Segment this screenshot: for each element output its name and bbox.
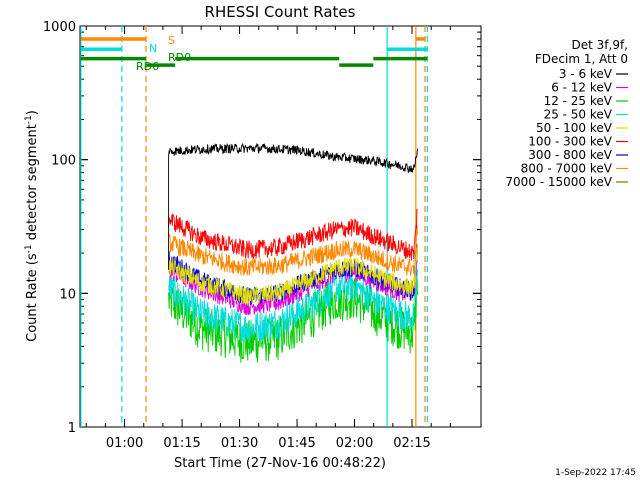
flag-label: RD6 — [136, 60, 159, 73]
legend-entry-label: 100 - 300 keV — [528, 135, 612, 149]
vertical-markers — [80, 26, 428, 427]
legend-header-line-1: Det 3f,9f, — [572, 38, 629, 52]
series-line — [168, 243, 418, 306]
x-tick-label: 02:00 — [336, 436, 373, 451]
x-tick-label: 01:00 — [106, 436, 143, 451]
legend-header-line-2: FDecim 1, Att 0 — [535, 52, 628, 66]
legend-entry-label: 50 - 100 keV — [536, 121, 613, 135]
legend-entry-label: 800 - 7000 keV — [521, 162, 613, 176]
x-axis-label: Start Time (27-Nov-16 00:48:22) — [174, 456, 386, 471]
y-axis-label-end: ) — [25, 110, 40, 115]
x-tick-label: 01:45 — [278, 436, 315, 451]
legend-entry-label: 300 - 800 keV — [528, 148, 612, 162]
chart-title: RHESSI Count Rates — [205, 3, 356, 21]
x-tick-labels: 01:00 01:15 01:30 01:45 02:00 02:15 — [106, 436, 431, 451]
plot-frame — [79, 25, 482, 428]
legend-entry-label: 25 - 50 keV — [544, 108, 613, 122]
flag-label: N — [149, 42, 157, 55]
series-lines — [168, 142, 418, 363]
series-line — [168, 208, 418, 261]
legend-entry-label: 3 - 6 keV — [559, 67, 613, 81]
series-line — [168, 142, 418, 270]
legend-entry-label: 7000 - 15000 keV — [505, 175, 612, 189]
footer-date: 1-Sep-2022 17:45 — [555, 468, 636, 478]
y-tick-label: 1000 — [43, 20, 76, 35]
y-tick-label: 100 — [51, 154, 76, 169]
y-axis-label-main: Count Rate (s — [25, 253, 40, 342]
y-axis-label-sup2: -1 — [24, 115, 34, 124]
series-line — [168, 224, 418, 277]
flag-bars: SN RD6 RD0 — [80, 34, 428, 73]
x-tick-label: 02:15 — [393, 436, 430, 451]
y-tick-label: 1 — [68, 421, 76, 436]
y-axis-label: Count Rate (s-1 detector segment-1) — [24, 110, 40, 342]
y-axis-label-mid: detector segment — [25, 124, 40, 244]
x-tick-label: 01:15 — [163, 436, 200, 451]
series-line — [168, 268, 418, 344]
flag-label: S — [168, 34, 175, 47]
y-axis-label-sup1: -1 — [24, 244, 34, 253]
legend-entry-label: 12 - 25 keV — [544, 94, 613, 108]
flag-label: RD0 — [168, 51, 191, 64]
y-tick-label: 10 — [59, 287, 76, 302]
x-tick-label: 01:30 — [221, 436, 258, 451]
axis-ticks — [80, 25, 481, 428]
legend-entry-label: 6 - 12 keV — [551, 81, 613, 95]
y-tick-labels: 1 10 100 1000 — [43, 20, 76, 436]
